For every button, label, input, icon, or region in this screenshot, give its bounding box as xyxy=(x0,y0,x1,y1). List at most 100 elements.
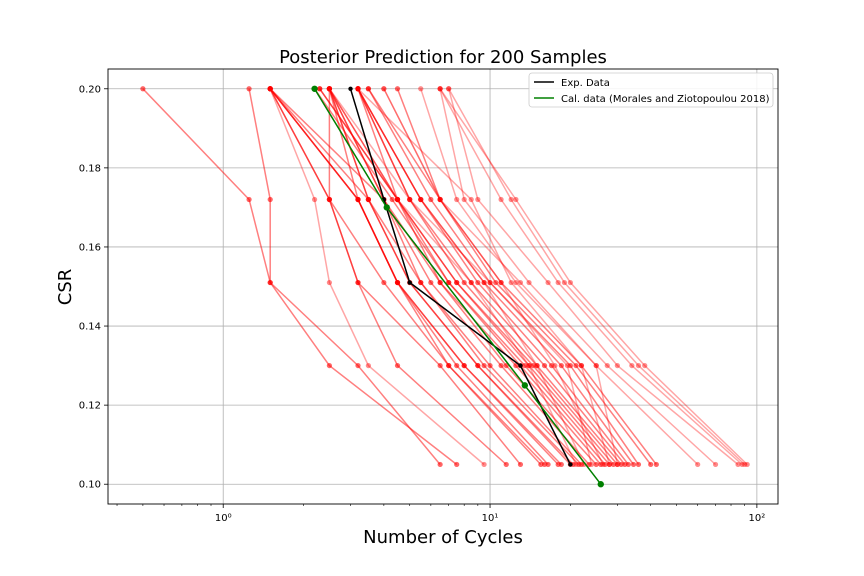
sample-point xyxy=(246,86,252,92)
sample-point xyxy=(503,461,509,468)
sample-point xyxy=(437,86,443,92)
y-tick-label: 0.16 xyxy=(79,242,101,253)
sample-point xyxy=(541,362,548,369)
sample-line xyxy=(328,88,577,465)
sample-point xyxy=(487,279,493,286)
sample-line xyxy=(448,88,746,466)
sample-point xyxy=(418,279,424,286)
sample-point xyxy=(622,461,628,468)
sample-point xyxy=(428,196,434,203)
sample-point xyxy=(446,279,452,286)
sample-point xyxy=(618,461,624,468)
sample-point xyxy=(498,279,504,286)
sample-point xyxy=(508,279,514,286)
sample-point xyxy=(517,461,524,468)
y-tick-label: 0.20 xyxy=(79,84,101,95)
sample-point xyxy=(418,196,424,203)
exp-data-point xyxy=(407,280,412,285)
exp-data-point xyxy=(518,363,523,368)
exp-data-point xyxy=(348,86,353,91)
cal-data-point xyxy=(597,481,604,488)
sample-point xyxy=(552,362,558,369)
sample-line xyxy=(357,88,611,465)
plot-frame xyxy=(107,68,779,505)
sample-point xyxy=(487,362,493,369)
sample-point xyxy=(326,279,332,286)
sample-point xyxy=(394,86,401,92)
sample-point xyxy=(267,86,273,92)
sample-point xyxy=(739,461,745,468)
sample-point xyxy=(326,86,332,92)
sample-point xyxy=(558,362,564,369)
y-tick-label: 0.18 xyxy=(79,163,101,174)
sample-line xyxy=(328,88,593,465)
sample-line xyxy=(439,88,748,466)
sample-point xyxy=(437,196,443,203)
sample-point xyxy=(593,362,599,369)
sample-point xyxy=(578,362,585,369)
legend-box xyxy=(528,72,774,108)
sample-point xyxy=(586,461,592,468)
legend: Exp. Data Cal. data (Morales and Ziotopo… xyxy=(528,72,774,108)
sample-point xyxy=(602,461,608,468)
sample-point xyxy=(564,362,571,369)
sample-point xyxy=(487,279,493,286)
sample-point xyxy=(326,86,332,92)
sample-point xyxy=(614,461,620,468)
sample-point xyxy=(573,362,579,369)
sample-point xyxy=(365,86,371,92)
sample-point xyxy=(446,86,452,92)
sample-point xyxy=(446,86,452,92)
legend-label-cal: Cal. data (Morales and Ziotopoulou 2018) xyxy=(561,94,770,105)
y-tick-label: 0.14 xyxy=(79,322,101,333)
sample-point xyxy=(629,362,635,369)
sample-point xyxy=(522,362,528,369)
sample-point xyxy=(394,362,401,369)
y-axis-label: CSR xyxy=(55,269,76,306)
main-series-group xyxy=(311,85,604,488)
sample-point xyxy=(578,362,585,369)
sample-point xyxy=(630,461,637,468)
sample-point xyxy=(498,279,504,286)
sample-point xyxy=(508,196,514,203)
sample-point xyxy=(326,86,332,92)
axis-ticks: 10⁰ 10¹ 10² 0.10 0.12 0.14 0.16 0.18 0.20 xyxy=(79,84,766,524)
sample-point xyxy=(394,196,401,203)
sample-point xyxy=(635,461,642,468)
sample-point xyxy=(545,461,551,468)
y-tick-label: 0.12 xyxy=(79,401,101,412)
x-tick-label: 10⁰ xyxy=(215,513,232,524)
sample-point xyxy=(454,196,460,203)
sample-point xyxy=(513,196,519,203)
sample-point xyxy=(454,461,460,468)
sample-point xyxy=(365,362,371,369)
sample-point xyxy=(355,86,361,92)
sample-point xyxy=(642,362,648,369)
cal-data-point xyxy=(311,85,318,92)
sample-point xyxy=(561,279,568,286)
sample-point xyxy=(418,196,424,203)
sample-point xyxy=(437,279,443,286)
sample-point xyxy=(610,461,617,468)
sample-point xyxy=(481,279,487,286)
sample-point xyxy=(355,86,361,92)
sample-point xyxy=(593,461,599,468)
x-tick-label: 10¹ xyxy=(482,513,499,524)
sample-point xyxy=(526,362,532,369)
sample-point xyxy=(428,279,434,286)
sample-point xyxy=(481,279,487,286)
sample-point xyxy=(493,279,499,286)
exp-data-point xyxy=(568,462,573,467)
sample-point xyxy=(326,362,332,369)
sample-line xyxy=(447,88,739,466)
sample-line xyxy=(439,88,717,466)
sample-point xyxy=(381,86,387,92)
cal-data-point xyxy=(521,382,529,389)
sample-point xyxy=(593,362,599,369)
sample-point xyxy=(389,196,395,203)
sample-point xyxy=(311,196,318,203)
sample-line xyxy=(439,88,743,466)
sample-point xyxy=(454,362,460,369)
